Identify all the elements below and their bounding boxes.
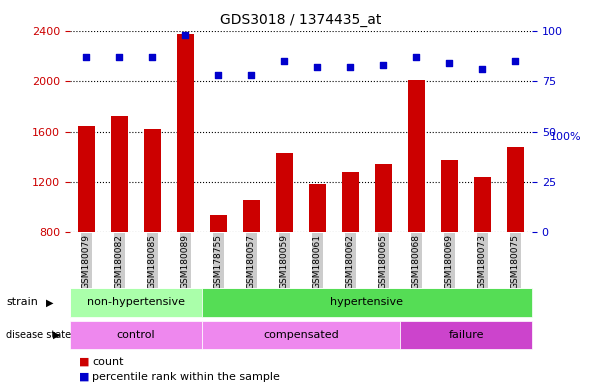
Text: GSM180073: GSM180073 <box>478 234 487 289</box>
Text: GSM180079: GSM180079 <box>82 234 91 289</box>
Point <box>181 31 190 38</box>
Text: GSM180068: GSM180068 <box>412 234 421 289</box>
Text: GSM180089: GSM180089 <box>181 234 190 289</box>
Text: GSM180075: GSM180075 <box>511 234 520 289</box>
Text: GSM180059: GSM180059 <box>280 234 289 289</box>
Point <box>478 66 488 72</box>
Text: ▶: ▶ <box>46 297 54 308</box>
Point <box>379 62 389 68</box>
Bar <box>70 321 202 349</box>
Bar <box>70 288 202 317</box>
Text: GSM180069: GSM180069 <box>445 234 454 289</box>
Point <box>148 54 157 60</box>
Text: GSM178755: GSM178755 <box>214 234 223 289</box>
Text: failure: failure <box>448 330 484 340</box>
Text: compensated: compensated <box>263 330 339 340</box>
Text: ■: ■ <box>79 372 89 382</box>
Title: GDS3018 / 1374435_at: GDS3018 / 1374435_at <box>220 13 382 27</box>
Point <box>213 72 223 78</box>
Point <box>412 54 421 60</box>
Bar <box>441 161 458 232</box>
Point <box>345 64 355 70</box>
Text: GSM180061: GSM180061 <box>313 234 322 289</box>
Bar <box>408 80 425 232</box>
Point <box>444 60 454 66</box>
Bar <box>210 215 227 232</box>
Text: GSM180085: GSM180085 <box>148 234 157 289</box>
Bar <box>507 147 523 232</box>
Text: hypertensive: hypertensive <box>331 297 404 308</box>
Text: GSM180065: GSM180065 <box>379 234 388 289</box>
Bar <box>309 184 326 232</box>
Bar <box>144 129 161 232</box>
Point <box>81 54 91 60</box>
Bar <box>202 321 400 349</box>
Point <box>247 72 257 78</box>
Point <box>511 58 520 64</box>
Text: ■: ■ <box>79 357 89 367</box>
Bar <box>400 321 532 349</box>
Text: GSM180062: GSM180062 <box>346 234 355 289</box>
Text: strain: strain <box>6 297 38 308</box>
Bar <box>342 172 359 232</box>
Bar <box>243 200 260 232</box>
Bar <box>177 35 194 232</box>
Text: count: count <box>92 357 124 367</box>
Text: ▶: ▶ <box>54 330 61 340</box>
Text: GSM180057: GSM180057 <box>247 234 256 289</box>
Text: GSM180082: GSM180082 <box>115 234 124 289</box>
Point <box>280 58 289 64</box>
Bar <box>375 164 392 232</box>
Y-axis label: 100%: 100% <box>550 131 581 142</box>
Text: percentile rank within the sample: percentile rank within the sample <box>92 372 280 382</box>
Text: disease state: disease state <box>6 330 71 340</box>
Point <box>114 54 124 60</box>
Bar <box>78 126 95 232</box>
Bar <box>276 153 292 232</box>
Bar <box>202 288 532 317</box>
Point <box>313 64 322 70</box>
Text: non-hypertensive: non-hypertensive <box>87 297 185 308</box>
Bar <box>474 177 491 232</box>
Text: control: control <box>117 330 155 340</box>
Bar <box>111 116 128 232</box>
